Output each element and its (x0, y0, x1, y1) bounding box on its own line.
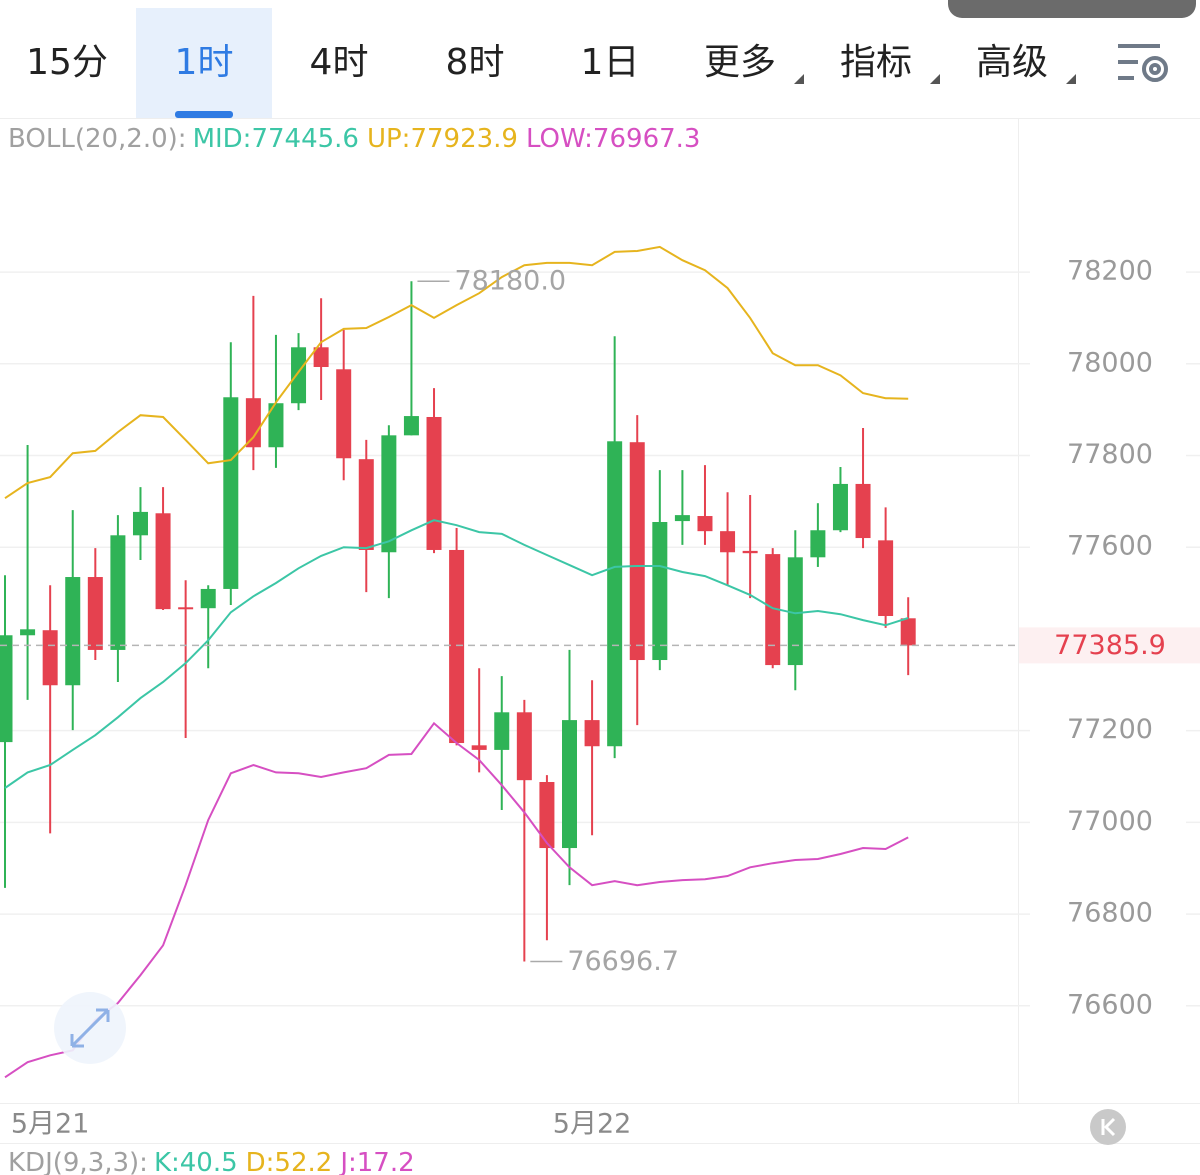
candle-body (87, 577, 103, 650)
candle-body (516, 712, 532, 781)
y-tick-label: 76600 (1067, 989, 1153, 1020)
y-tick-label: 78200 (1067, 256, 1153, 287)
y-tick-label: 77000 (1067, 806, 1153, 837)
candle-body (268, 403, 284, 448)
tab[interactable]: 1时 (175, 42, 234, 83)
tab[interactable]: 8时 (446, 42, 505, 83)
candle-body (720, 531, 736, 553)
candle-body (223, 397, 239, 589)
current-price-label: 77385.9 (1054, 630, 1166, 661)
boll-name: BOLL(20,2.0): (8, 124, 187, 154)
candle-body (584, 720, 600, 747)
candle-body (426, 416, 442, 550)
candle-body (832, 483, 848, 531)
candle-body (810, 530, 826, 558)
kdj-d: D:52.2 (246, 1148, 333, 1175)
boll-mid: MID:77445.6 (193, 124, 359, 154)
candle-body (20, 629, 36, 636)
tab[interactable]: 15分 (26, 42, 108, 83)
tab[interactable]: 1日 (581, 42, 640, 83)
boll-legend: BOLL(20,2.0): MID:77445.6 UP:77923.9 LOW:76… (8, 124, 700, 154)
candle-body (110, 535, 126, 650)
candle-body (765, 554, 781, 666)
candle-body (178, 607, 194, 610)
candle-body (449, 549, 465, 744)
candle-body (0, 635, 13, 743)
indicator-line (4, 519, 909, 789)
candle-body (471, 745, 487, 750)
top-pill (948, 0, 1196, 18)
dropdown-caret (1066, 74, 1076, 84)
candle-body (787, 557, 803, 666)
settings-icon[interactable] (1118, 44, 1168, 82)
candle-body (562, 720, 577, 849)
tab[interactable]: 高级 (976, 42, 1048, 83)
expand-icon (70, 1008, 110, 1048)
candle-body (291, 347, 307, 404)
icon-gear (1142, 56, 1168, 82)
tab[interactable]: 指标 (840, 42, 912, 83)
candle-body (878, 540, 894, 617)
indicator-line (4, 245, 909, 500)
reset-icon (1101, 1117, 1116, 1137)
candle-body (200, 588, 216, 609)
kdj-name: KDJ(9,3,3): (8, 1148, 148, 1175)
indicator-line (4, 721, 909, 1079)
candle-body (155, 513, 171, 610)
current-price-bg (1019, 627, 1200, 664)
y-tick-label: 77800 (1067, 439, 1153, 470)
y-tick-label: 77200 (1067, 714, 1153, 745)
candle-body (494, 712, 510, 750)
candle-body (539, 782, 555, 849)
kdj-k: K:40.5 (154, 1148, 238, 1175)
icon-gear-hub (1149, 63, 1161, 75)
annotation-label: 78180.0 (454, 266, 566, 297)
active-tab-underline (175, 111, 233, 118)
candle-body (674, 515, 690, 522)
candle-body (403, 416, 419, 436)
tab[interactable]: 4时 (310, 42, 369, 83)
x-tick-label: 5月21 (11, 1109, 90, 1140)
plot: 76600 76800 77000 77200 77600 77800 78000 78200… (0, 245, 1200, 1079)
kdj-j: J:17.2 (338, 1148, 414, 1175)
dropdown-caret (930, 74, 940, 84)
kdj-legend: KDJ(9,3,3): K:40.5 D:52.2 J:17.2 (8, 1148, 415, 1175)
candle-body (652, 521, 668, 661)
candle-body (42, 630, 58, 686)
active-tab-bg (136, 8, 272, 118)
candle-body (336, 369, 352, 459)
y-tick-label: 78000 (1067, 347, 1153, 378)
candle-body (245, 398, 261, 448)
candle-body (381, 435, 397, 553)
y-tick-label: 76800 (1067, 898, 1153, 929)
x-tick-label: 5月22 (553, 1109, 632, 1140)
candle-body (697, 516, 713, 532)
boll-low: LOW:76967.3 (526, 124, 700, 154)
annotation-label: 76696.7 (567, 946, 679, 977)
y-tick-label: 77600 (1067, 531, 1153, 562)
candle-body (629, 442, 645, 661)
candle-body (742, 550, 758, 554)
candle-body (855, 483, 871, 539)
candle-body (65, 577, 81, 686)
candle-body (607, 441, 623, 747)
candle-body (900, 618, 916, 646)
candle-body (358, 459, 374, 550)
tab[interactable]: 更多 (704, 42, 776, 83)
dropdown-caret (794, 74, 804, 84)
candle-body (132, 511, 148, 536)
boll-up: UP:77923.9 (367, 124, 518, 154)
candle-body (313, 347, 329, 368)
